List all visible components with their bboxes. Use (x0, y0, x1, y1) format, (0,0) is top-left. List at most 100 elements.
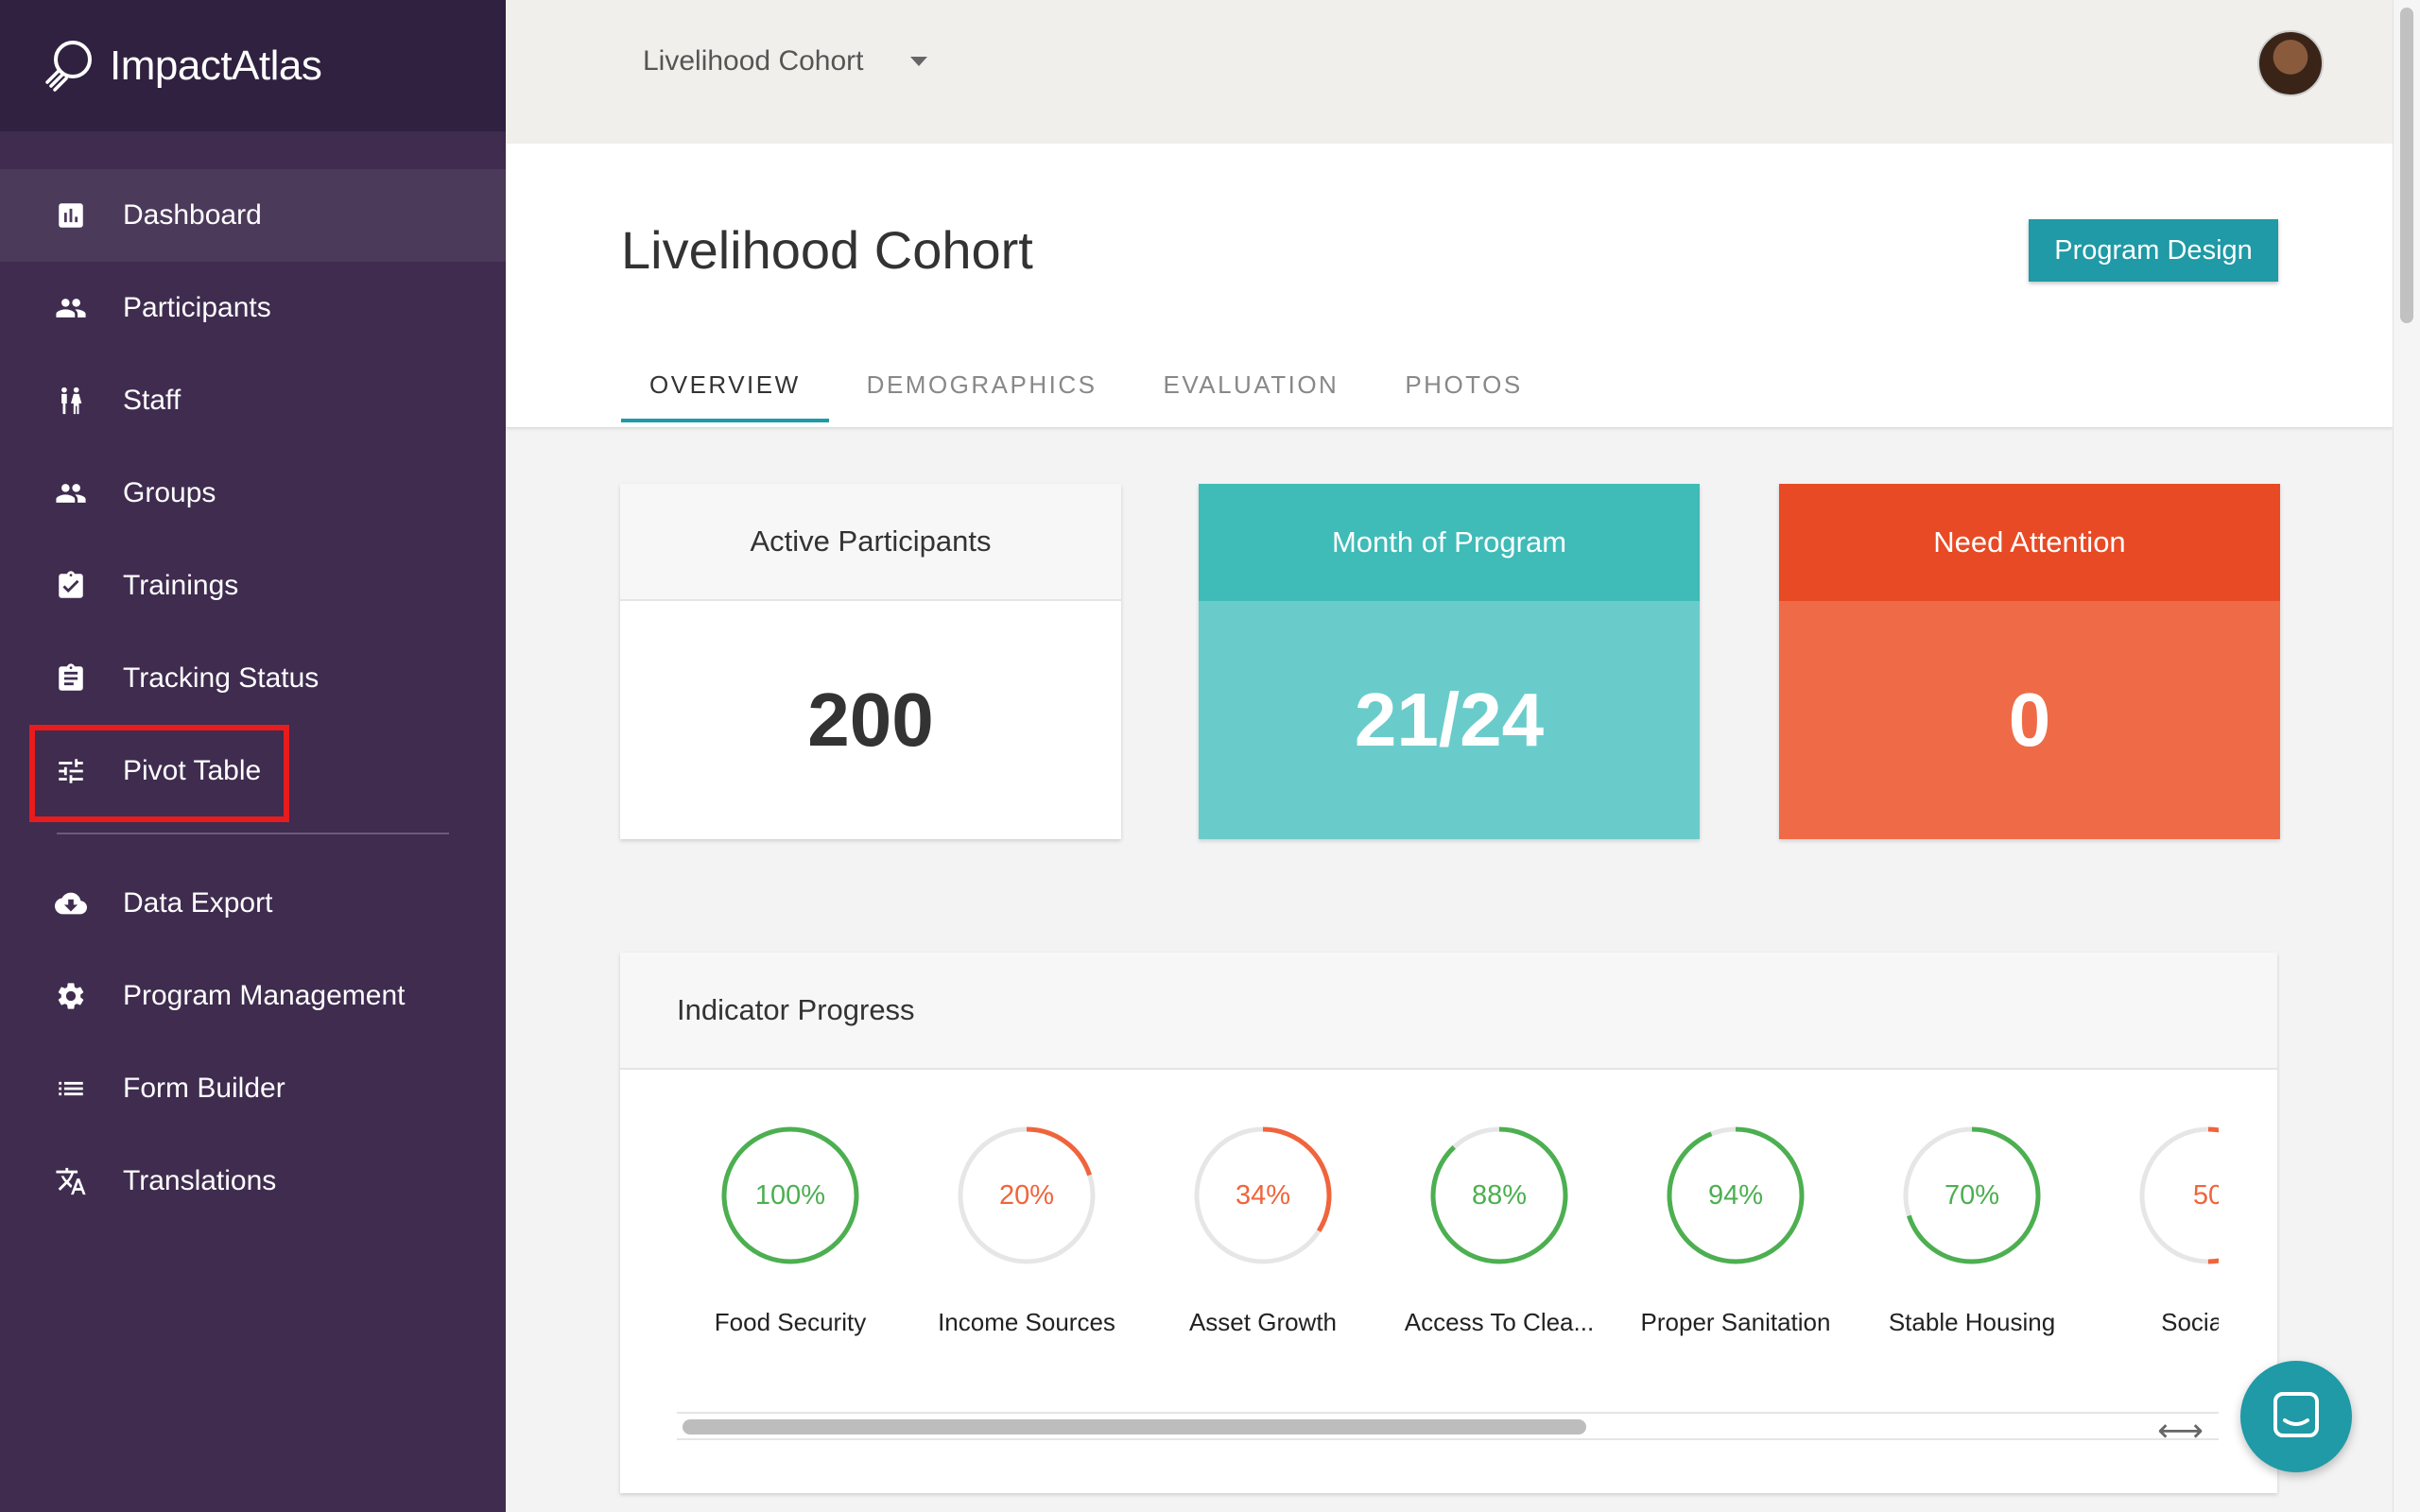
indicator-name: Proper Sanitation (1640, 1308, 1831, 1336)
cohort-selector[interactable]: Livelihood Cohort (643, 45, 928, 77)
card-title: Month of Program (1199, 484, 1700, 601)
chevron-down-icon (910, 57, 928, 66)
gear-icon (55, 980, 87, 1012)
sidebar-item-label: Form Builder (123, 1073, 285, 1104)
sidebar-item-label: Dashboard (123, 199, 262, 231)
tab-photos[interactable]: PHOTOS (1405, 370, 1523, 399)
brand[interactable]: ImpactAtlas (0, 0, 506, 131)
progress-ring (1430, 1126, 1568, 1264)
people-icon (55, 292, 87, 324)
pivot-table-highlight-box (29, 725, 289, 822)
indicator-item[interactable]: 94% Proper Sanitation (1622, 1123, 1849, 1337)
sidebar-item-label: Staff (123, 385, 182, 416)
sidebar-item-label: Participants (123, 292, 271, 323)
sidebar-item-label: Trainings (123, 570, 239, 601)
indicator-item[interactable]: 100% Food Security (677, 1123, 904, 1337)
sidebar-item-label: Tracking Status (123, 662, 320, 694)
indicator-progress-panel: Indicator Progress 100% Food Security 20% I… (620, 953, 2277, 1493)
groups-icon (55, 477, 87, 509)
scroll-arrows-icon: ⟷ (2157, 1413, 2204, 1449)
chat-launcher-button[interactable] (2240, 1361, 2352, 1472)
progress-ring (1903, 1126, 2041, 1264)
sidebar-item-trainings[interactable]: Trainings (0, 540, 506, 632)
indicator-name: Asset Growth (1188, 1308, 1338, 1336)
active-participants-card: Active Participants 200 (620, 484, 1121, 839)
month-of-program-card: Month of Program 21/24 (1199, 484, 1700, 839)
sidebar-item-label: Translations (123, 1165, 277, 1196)
indicator-list: 100% Food Security 20% Income Sources 34% Ass… (677, 1123, 2219, 1359)
page-title: Livelihood Cohort (621, 220, 1033, 280)
translate-icon (55, 1165, 87, 1197)
sidebar-item-pivot-table[interactable]: Pivot Table (0, 725, 506, 817)
dashboard-icon (55, 199, 87, 232)
sidebar-item-label: Data Export (123, 887, 273, 919)
indicator-name: Income Sources (938, 1308, 1115, 1336)
indicator-percent: 100% (754, 1179, 826, 1211)
progress-ring (1194, 1126, 1332, 1264)
indicator-percent: 70% (1944, 1179, 2000, 1211)
progress-ring (1667, 1126, 1805, 1264)
chat-icon (2268, 1386, 2325, 1448)
page-scrollbar[interactable] (2393, 0, 2420, 1512)
indicator-item[interactable]: 34% Asset Growth (1150, 1123, 1376, 1337)
sidebar-item-staff[interactable]: Staff (0, 354, 506, 447)
staff-icon (55, 385, 87, 417)
progress-ring (958, 1126, 1096, 1264)
progress-ring (721, 1126, 859, 1264)
indicator-percent: 50 (2192, 1179, 2219, 1211)
progress-ring (2139, 1126, 2219, 1264)
sidebar-item-data-export[interactable]: Data Export (0, 857, 506, 950)
tune-icon (55, 755, 87, 787)
indicator-percent: 94% (1707, 1179, 1764, 1211)
sidebar-item-form-builder[interactable]: Form Builder (0, 1042, 506, 1135)
indicator-item[interactable]: 70% Stable Housing (1858, 1123, 2085, 1337)
page-header: Livelihood Cohort Program Design OVERVIE… (506, 144, 2393, 427)
indicator-name: Social In (2161, 1308, 2219, 1336)
indicator-name: Food Security (714, 1308, 867, 1336)
sidebar-item-participants[interactable]: Participants (0, 262, 506, 354)
sidebar-item-tracking-status[interactable]: Tracking Status (0, 632, 506, 725)
horizontal-scrollbar[interactable]: ⟷ (677, 1412, 2219, 1449)
indicator-name: Stable Housing (1888, 1308, 2056, 1336)
sidebar-divider (57, 833, 449, 834)
program-design-button[interactable]: Program Design (2029, 219, 2278, 282)
impactatlas-logo-icon (42, 35, 98, 96)
indicator-percent: 34% (1235, 1179, 1291, 1211)
card-value: 200 (807, 678, 934, 762)
card-value: 21/24 (1199, 601, 1700, 839)
tab-overview[interactable]: OVERVIEW (621, 357, 829, 422)
cohort-selector-value: Livelihood Cohort (643, 45, 864, 77)
scrollbar-thumb[interactable] (683, 1419, 1586, 1435)
top-bar: Livelihood Cohort (506, 0, 2393, 144)
sidebar-nav: Dashboard Participants Staff Groups Trai… (0, 169, 506, 1228)
sidebar-item-label: Pivot Table (123, 755, 262, 786)
list-icon (55, 1073, 87, 1105)
indicator-item[interactable]: 88% Access To Clea... (1386, 1123, 1613, 1337)
avatar[interactable] (2257, 30, 2324, 96)
indicator-item[interactable]: 50 Social In (2095, 1123, 2219, 1337)
sidebar-item-dashboard[interactable]: Dashboard (0, 169, 506, 262)
brand-name: ImpactAtlas (110, 42, 322, 89)
page-scrollbar-thumb[interactable] (2400, 8, 2413, 323)
clipboard-check-icon (55, 570, 87, 602)
sidebar-item-program-management[interactable]: Program Management (0, 950, 506, 1042)
sidebar-item-groups[interactable]: Groups (0, 447, 506, 540)
sidebar: ImpactAtlas Dashboard Participants Staff… (0, 0, 506, 1512)
card-title: Need Attention (1779, 484, 2280, 601)
clipboard-icon (55, 662, 87, 695)
indicator-percent: 88% (1471, 1179, 1528, 1211)
sidebar-item-label: Program Management (123, 980, 406, 1011)
indicator-name: Access To Clea... (1404, 1308, 1595, 1336)
indicator-percent: 20% (998, 1179, 1055, 1211)
need-attention-card: Need Attention 0 (1779, 484, 2280, 839)
card-title: Active Participants (620, 484, 1121, 601)
panel-title: Indicator Progress (620, 953, 2277, 1070)
sidebar-item-label: Groups (123, 477, 216, 508)
card-value: 0 (1779, 601, 2280, 839)
indicator-item[interactable]: 20% Income Sources (913, 1123, 1140, 1337)
sidebar-item-translations[interactable]: Translations (0, 1135, 506, 1228)
tab-evaluation[interactable]: EVALUATION (1163, 370, 1340, 399)
tab-demographics[interactable]: DEMOGRAPHICS (866, 370, 1098, 399)
cloud-download-icon (55, 887, 87, 919)
tab-bar: OVERVIEW DEMOGRAPHICS EVALUATION PHOTOS (621, 357, 1561, 422)
